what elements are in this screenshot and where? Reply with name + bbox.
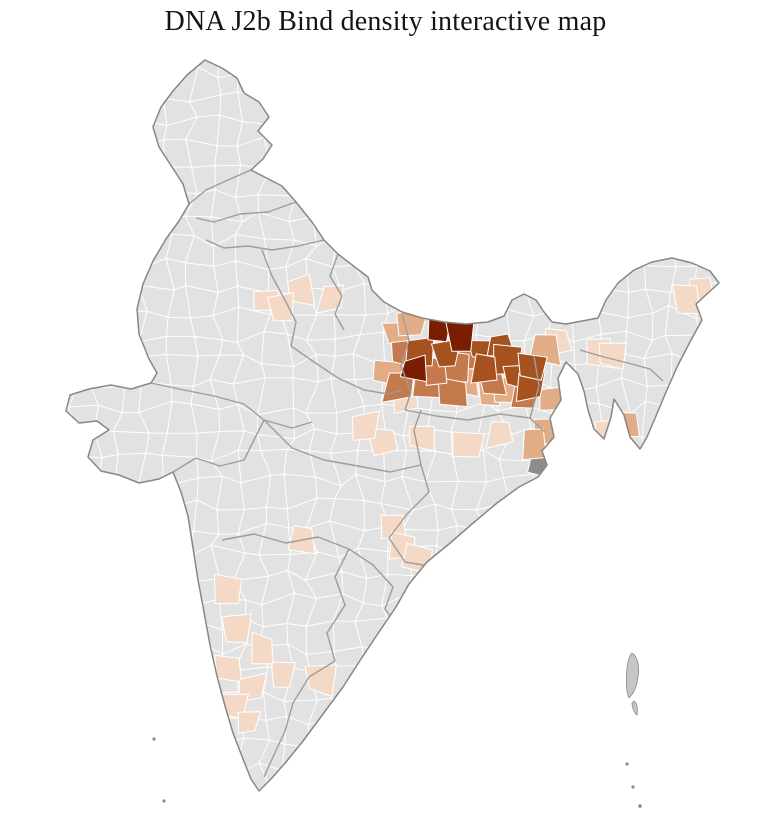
district-cell[interactable] — [251, 631, 274, 665]
small-island-dot — [152, 737, 156, 741]
india-landmass — [66, 60, 719, 791]
district-cell[interactable] — [611, 411, 640, 438]
state-boundaries — [150, 169, 664, 778]
district-cell[interactable] — [672, 284, 701, 315]
andaman-island — [626, 652, 640, 699]
islands-layer — [152, 652, 642, 808]
district-cell[interactable] — [270, 661, 296, 688]
small-island-dot — [631, 785, 635, 789]
district-cell[interactable] — [399, 354, 428, 383]
district-cell[interactable] — [522, 428, 547, 461]
district-cell[interactable] — [304, 664, 337, 698]
district-cell[interactable] — [408, 425, 435, 452]
district-cell[interactable] — [517, 352, 548, 381]
andaman-island — [631, 700, 638, 716]
density-districts-layer — [213, 273, 716, 734]
district-cell[interactable] — [237, 711, 262, 734]
district-cell[interactable] — [351, 410, 381, 441]
page-title: DNA J2b Bind density interactive map — [164, 6, 607, 37]
district-cell[interactable] — [437, 376, 468, 408]
district-cell[interactable] — [539, 386, 568, 411]
district-cell[interactable] — [266, 292, 294, 322]
district-cell[interactable] — [452, 431, 486, 458]
district-cell[interactable] — [214, 654, 243, 683]
district-cell[interactable] — [598, 342, 627, 370]
small-island-dot — [162, 799, 166, 803]
india-outline — [65, 59, 720, 792]
district-cell[interactable] — [470, 353, 498, 384]
district-cell[interactable] — [213, 573, 243, 605]
small-island-dot — [638, 804, 642, 808]
small-island-dot — [625, 762, 629, 766]
district-cell[interactable] — [221, 613, 252, 644]
district-cell[interactable] — [315, 284, 345, 314]
district-cell[interactable] — [485, 421, 514, 450]
